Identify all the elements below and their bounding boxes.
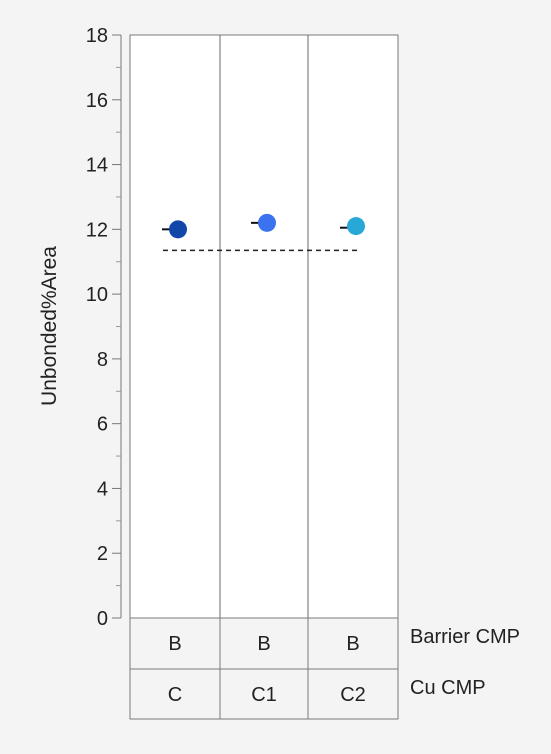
y-tick-label: 4 <box>97 478 108 500</box>
factor-row-barrier-cmp: B B B Barrier CMP <box>168 626 520 655</box>
data-point <box>169 220 187 239</box>
y-tick-label: 12 <box>86 219 108 241</box>
y-tick-label: 10 <box>86 284 108 306</box>
factor-cell: C1 <box>251 684 277 706</box>
y-tick-label: 2 <box>97 543 108 565</box>
y-tick-label: 16 <box>86 90 108 112</box>
factor-cell: B <box>168 633 181 655</box>
y-axis-ticks: 0 2 4 6 8 10 12 14 16 18 <box>86 25 121 630</box>
y-tick-label: 18 <box>86 25 108 47</box>
data-point <box>258 213 276 232</box>
y-axis-label: Unbonded%Area <box>38 246 61 406</box>
y-tick-label: 14 <box>86 155 108 177</box>
y-tick-label: 0 <box>97 608 108 630</box>
data-points <box>162 213 365 239</box>
data-point <box>347 217 365 236</box>
factor-cell: C <box>168 684 182 706</box>
factor-row-cu-cmp: C C1 C2 Cu CMP <box>168 677 486 706</box>
y-tick-label: 8 <box>97 349 108 371</box>
factor-cell: B <box>346 633 359 655</box>
factor-label: Barrier CMP <box>410 626 520 648</box>
y-tick-label: 6 <box>97 414 108 436</box>
plot-area <box>129 34 399 619</box>
factor-cell: B <box>257 633 270 655</box>
factor-label: Cu CMP <box>410 677 486 699</box>
factor-cell: C2 <box>340 684 366 706</box>
